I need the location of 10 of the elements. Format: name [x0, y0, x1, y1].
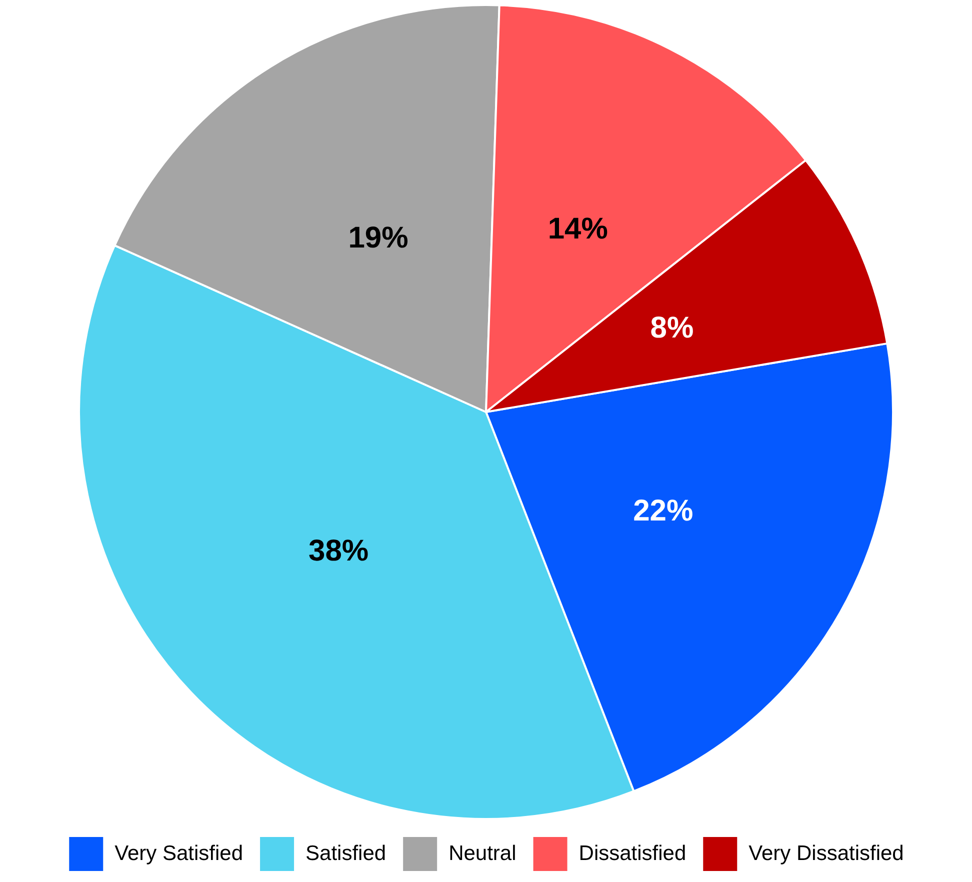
- data-label: 38%: [308, 534, 369, 568]
- legend-label: Neutral: [448, 842, 516, 865]
- data-label: 14%: [548, 212, 608, 246]
- legend-label: Dissatisfied: [578, 842, 686, 865]
- legend-label: Very Dissatisfied: [748, 842, 904, 865]
- legend-label: Very Satisfied: [114, 842, 244, 865]
- data-label: 22%: [633, 494, 694, 528]
- data-label: 8%: [650, 312, 694, 345]
- legend-label: Satisfied: [306, 842, 386, 865]
- data-label: 19%: [348, 222, 408, 255]
